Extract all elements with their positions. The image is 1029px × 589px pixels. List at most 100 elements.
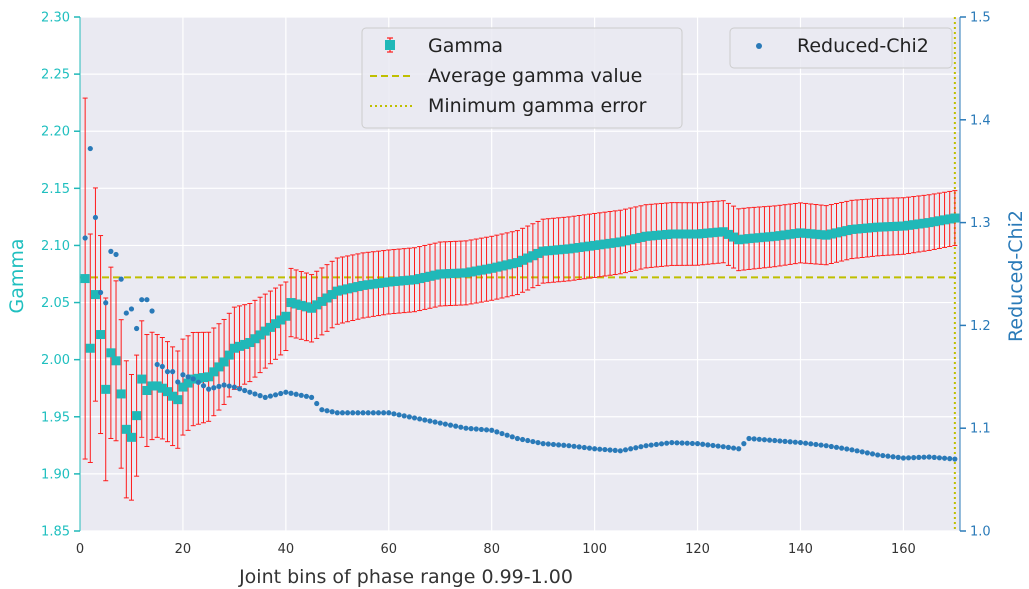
gamma-point (780, 230, 790, 240)
gamma-point (898, 221, 908, 231)
gamma-point (533, 248, 543, 258)
gamma-point (389, 277, 399, 287)
gamma-point (749, 233, 759, 243)
chi2-point (561, 442, 567, 448)
gamma-point (404, 275, 414, 285)
chi2-point (813, 441, 819, 448)
gamma-point (554, 245, 564, 255)
chi2-point (658, 441, 665, 447)
x-axis-label: Joint bins of phase range 0.99-1.00 (238, 566, 573, 588)
gamma-point (363, 280, 373, 290)
gamma-point (919, 218, 929, 228)
gamma-point (646, 231, 656, 241)
gamma-point (121, 424, 131, 434)
gamma-point (729, 232, 739, 242)
chi2-point (504, 432, 510, 438)
gamma-point (250, 334, 260, 344)
chi2-point (674, 440, 680, 446)
chi2-point (154, 361, 160, 368)
chi2-point (386, 410, 392, 416)
gamma-point (193, 373, 203, 383)
gamma-point (507, 259, 517, 269)
chi2-point (808, 441, 814, 447)
chi2-point (700, 441, 706, 447)
gamma-point (687, 229, 697, 239)
gamma-point (754, 233, 764, 243)
gamma-point (368, 279, 378, 289)
gamma-point (806, 229, 816, 239)
chi2-point (792, 439, 798, 445)
gamma-point (811, 229, 821, 239)
gamma-point (265, 322, 275, 332)
gamma-point (296, 300, 306, 310)
chi2-point (272, 392, 279, 398)
gamma-point (337, 285, 347, 295)
chi2-point (869, 451, 876, 457)
chi2-point (540, 441, 546, 447)
gamma-point (914, 219, 924, 229)
gamma-point (651, 230, 661, 240)
chi2-point (422, 417, 428, 423)
chi2-point (164, 369, 171, 375)
gamma-point (260, 326, 270, 336)
chi2-point (509, 434, 515, 440)
gamma-point (708, 228, 718, 238)
chi2-point (622, 447, 629, 453)
x-tick-label: 120 (685, 542, 710, 557)
chi2-point (432, 419, 438, 425)
gamma-point (487, 263, 497, 273)
chi2-point (103, 300, 109, 306)
chi2-point (288, 390, 294, 396)
gamma-point (492, 262, 502, 272)
gamma-point (312, 300, 322, 310)
chi2-point (535, 439, 541, 446)
chi2-point (797, 439, 804, 446)
chi2-point (736, 446, 742, 452)
x-tick-label: 100 (582, 542, 607, 557)
chi2-point (766, 437, 773, 443)
gamma-point (476, 265, 486, 275)
chi2-point (885, 453, 891, 459)
chi2-point (298, 392, 304, 398)
gamma-point (821, 230, 831, 240)
gamma-point (595, 240, 605, 250)
gamma-point (90, 290, 100, 300)
chi2-point (175, 379, 181, 385)
legend-average-label: Average gamma value (428, 65, 642, 87)
chi2-point (489, 427, 495, 433)
reference-lines (80, 17, 960, 531)
gamma-point (548, 245, 558, 255)
gamma-point (111, 356, 121, 366)
chi2-point (319, 407, 325, 413)
chi2-point (720, 444, 726, 450)
gamma-point (317, 296, 327, 306)
chi2-point (828, 443, 834, 450)
chi2-point (597, 446, 603, 452)
gamma-point (132, 411, 142, 421)
gamma-point (657, 230, 667, 240)
chi2-point (370, 410, 376, 416)
gamma-point (327, 290, 337, 300)
gamma-point (373, 278, 383, 288)
chi2-point (468, 426, 474, 432)
chi2-point (118, 276, 124, 282)
legend-chi2-box: Reduced-Chi2 (729, 27, 953, 69)
gamma-point (497, 261, 507, 271)
chi2-series (82, 145, 958, 462)
y-tick-label: 2.10 (41, 239, 70, 254)
chi2-point (859, 449, 865, 455)
gamma-point (332, 286, 342, 296)
gamma-point (142, 386, 152, 396)
gamma-point (842, 226, 852, 236)
chi2-point (602, 446, 608, 453)
gamma-point (255, 330, 265, 340)
chi2-point (931, 454, 937, 460)
gamma-point (620, 236, 630, 246)
gamma-point (584, 241, 594, 251)
chi2-point (530, 438, 536, 445)
chi2-point (844, 446, 850, 452)
gamma-point (271, 319, 281, 329)
gamma-point (502, 260, 512, 270)
chi2-point (345, 410, 351, 416)
gamma-point (893, 221, 903, 231)
